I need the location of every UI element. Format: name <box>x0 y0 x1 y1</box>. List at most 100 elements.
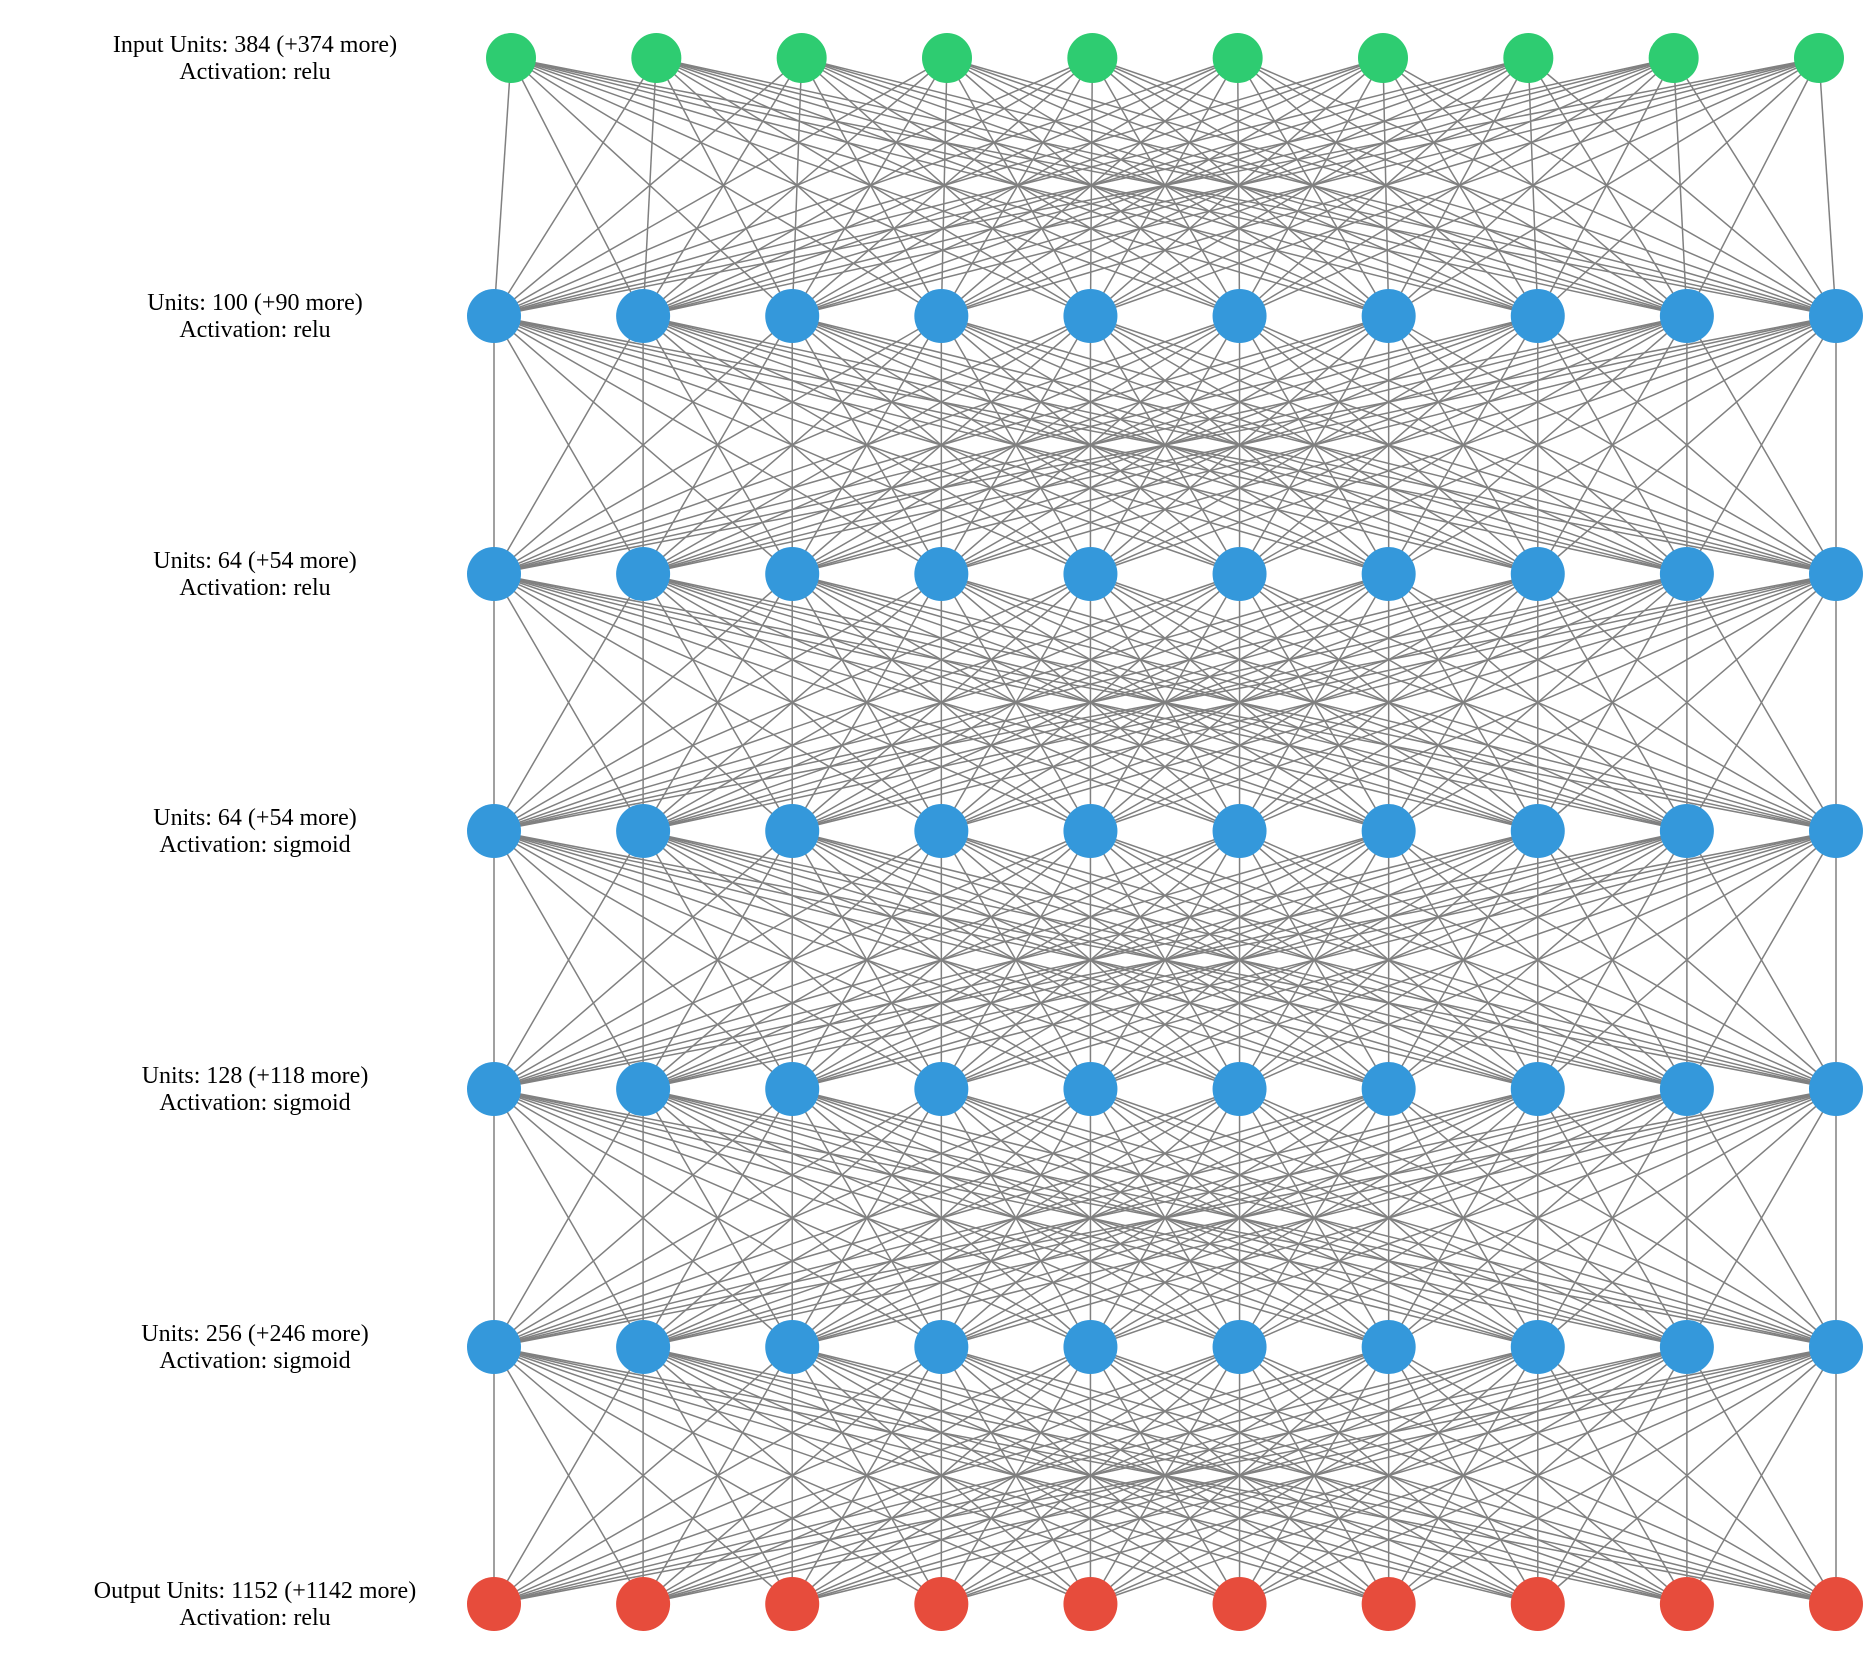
connection-line <box>1089 57 1094 317</box>
connection-line <box>1537 57 1675 317</box>
connection-line <box>493 573 793 832</box>
connection-line <box>946 57 1390 317</box>
connection-line <box>493 315 1240 575</box>
connection-line <box>946 57 1539 317</box>
hidden-neuron <box>1510 1320 1565 1374</box>
output-neuron <box>765 1577 820 1631</box>
input-neuron <box>776 33 827 83</box>
connection-line <box>1089 57 1239 317</box>
hidden-neuron <box>1809 1062 1863 1116</box>
connection-line <box>1537 573 1837 832</box>
connection-line <box>493 1346 942 1605</box>
connection-line <box>791 57 948 317</box>
connection-line <box>792 1346 1837 1605</box>
connection-line <box>940 57 1093 317</box>
connection-line <box>493 830 1091 1090</box>
hidden-neuron <box>1809 804 1863 858</box>
connection-line <box>1672 57 1688 317</box>
connection-line <box>792 830 1837 1090</box>
connection-line <box>801 57 1389 317</box>
connection-line <box>493 57 1093 317</box>
connection-line <box>493 57 657 317</box>
connection-line <box>656 57 1240 317</box>
layer-activation-text: Activation: sigmoid <box>159 1348 350 1374</box>
hidden-neuron <box>1361 804 1416 858</box>
connection-line <box>792 1088 1837 1348</box>
input-neuron <box>1648 33 1699 83</box>
connection-line <box>1527 57 1539 317</box>
connection-line <box>493 830 942 1090</box>
connection-line <box>1537 57 1820 317</box>
connection-line <box>493 1346 1837 1605</box>
input-neuron <box>922 33 972 83</box>
connection-line <box>493 1088 1240 1348</box>
hidden-neuron <box>1063 1320 1118 1374</box>
hidden-neuron <box>1809 547 1863 601</box>
layer-activation-text: Activation: relu <box>179 59 330 85</box>
hidden-neuron <box>1361 1320 1416 1374</box>
input-neuron <box>1067 33 1118 83</box>
connection-line <box>946 57 1688 317</box>
connection-line <box>493 315 1837 575</box>
hidden-neuron <box>1659 1062 1714 1116</box>
input-neuron <box>1212 33 1263 83</box>
connection-line <box>493 1088 1091 1348</box>
neurons <box>467 33 1863 1631</box>
connection-line <box>493 1346 1538 1605</box>
connection-line <box>1537 830 1837 1090</box>
connection-line <box>493 830 1389 1090</box>
input-neuron <box>1794 33 1844 83</box>
connection-line <box>1686 573 1837 832</box>
connection-line <box>493 315 1688 575</box>
input-neuron <box>486 33 536 83</box>
connection-line <box>801 57 1688 317</box>
connection-line <box>1090 57 1820 317</box>
output-neuron <box>1361 1577 1416 1631</box>
connection-line <box>792 57 1820 317</box>
connection-line <box>801 57 942 317</box>
hidden-neuron <box>467 804 521 858</box>
hidden-neuron <box>1361 289 1416 343</box>
hidden-neuron <box>914 547 969 601</box>
layer-units-text: Input Units: 384 (+374 more) <box>113 32 397 58</box>
connection-line <box>493 57 1238 317</box>
connection-line <box>1537 315 1837 575</box>
hidden-neuron <box>467 547 521 601</box>
connection-line <box>1388 1346 1837 1605</box>
connection-line <box>493 573 644 832</box>
hidden-neuron <box>914 1062 969 1116</box>
layer-label-7: Output Units: 1152 (+1142 more)Activatio… <box>94 1578 416 1631</box>
connection-line <box>1239 573 1837 832</box>
connection-line <box>1239 1088 1837 1348</box>
connection-line <box>946 57 1241 317</box>
layer-activation-text: Activation: relu <box>179 1605 330 1631</box>
connection-line <box>493 315 1538 575</box>
layer-label-6: Units: 256 (+246 more)Activation: sigmoi… <box>141 1321 369 1374</box>
connection-line <box>493 830 793 1090</box>
connection-line <box>1382 57 1837 317</box>
connection-line <box>493 315 793 575</box>
connection-line <box>791 57 803 317</box>
connection-line <box>493 315 644 575</box>
connection-line <box>1091 57 1539 317</box>
connection-line <box>493 1088 644 1348</box>
hidden-neuron <box>1063 804 1118 858</box>
connection-line <box>1239 57 1820 317</box>
connection-line <box>493 1346 1240 1605</box>
connection-line <box>642 57 803 317</box>
connection-line <box>510 57 1240 317</box>
input-neuron <box>631 33 682 83</box>
hidden-neuron <box>616 804 671 858</box>
connection-line <box>1686 1346 1837 1605</box>
connection-line <box>510 57 942 317</box>
connection-line <box>493 57 512 317</box>
hidden-neuron <box>1212 547 1267 601</box>
connection-line <box>642 573 1837 832</box>
connection-line <box>1237 57 1539 317</box>
output-neuron <box>914 1577 969 1631</box>
connection-line <box>655 57 793 317</box>
hidden-neuron <box>467 1062 521 1116</box>
layer-units-text: Units: 64 (+54 more) <box>153 805 357 831</box>
layer-activation-text: Activation: sigmoid <box>159 1090 350 1116</box>
connection-line <box>1388 830 1837 1090</box>
